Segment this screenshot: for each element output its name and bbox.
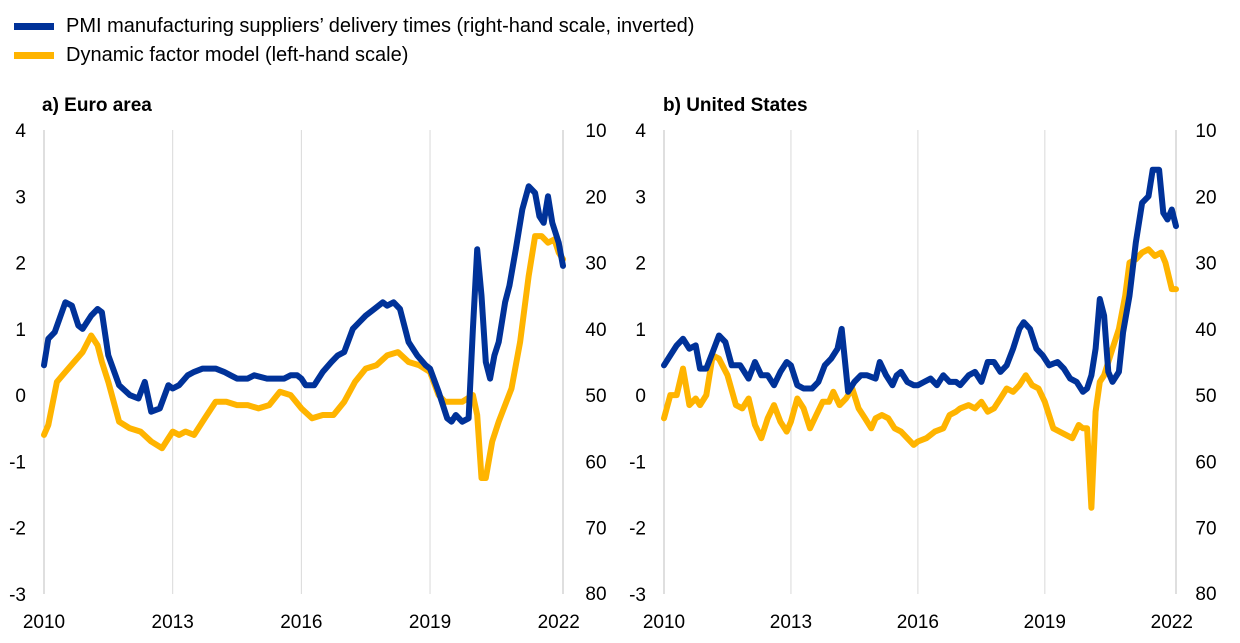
x-tick-label: 2016 xyxy=(280,612,322,633)
chart-title: b) United States xyxy=(663,95,808,116)
y-right-tick-label: 20 xyxy=(585,187,606,208)
x-tick-label: 2010 xyxy=(23,612,65,633)
y-left-tick-label: -3 xyxy=(9,585,26,606)
y-right-tick-label: 20 xyxy=(1195,187,1216,208)
y-left-tick-label: 4 xyxy=(15,121,26,142)
y-right-tick-label: 60 xyxy=(1195,452,1216,473)
x-tick-label: 2019 xyxy=(1024,612,1066,633)
x-tick-label: 2019 xyxy=(409,612,451,633)
y-right-tick-label: 10 xyxy=(1195,121,1216,142)
x-tick-label: 2013 xyxy=(152,612,194,633)
y-left-tick-label: -3 xyxy=(629,585,646,606)
series-line-pmi-delivery-times xyxy=(661,166,1179,395)
y-left-tick-label: 1 xyxy=(15,320,26,341)
y-left-tick-label: 3 xyxy=(635,187,646,208)
series-line-dynamic-factor-model xyxy=(41,233,566,481)
y-right-tick-label: 40 xyxy=(1195,320,1216,341)
y-right-tick-label: 30 xyxy=(1195,254,1216,275)
x-tick-label: 2013 xyxy=(770,612,812,633)
x-tick-label: 2022 xyxy=(538,612,580,633)
y-left-tick-label: 4 xyxy=(635,121,646,142)
legend: PMI manufacturing suppliers’ delivery ti… xyxy=(14,12,694,70)
y-right-tick-label: 40 xyxy=(585,320,606,341)
y-left-tick-label: -1 xyxy=(9,452,26,473)
y-left-tick-label: 2 xyxy=(15,254,26,275)
legend-item-dfm: Dynamic factor model (left-hand scale) xyxy=(14,41,694,70)
y-right-tick-label: 60 xyxy=(585,452,606,473)
x-tick-label: 2016 xyxy=(897,612,939,633)
chart-title: a) Euro area xyxy=(42,95,152,116)
y-right-tick-label: 30 xyxy=(585,254,606,275)
y-right-tick-label: 10 xyxy=(585,121,606,142)
x-tick-label: 2022 xyxy=(1151,612,1193,633)
legend-swatch-dfm xyxy=(14,52,54,59)
legend-label-pmi: PMI manufacturing suppliers’ delivery ti… xyxy=(66,15,695,37)
y-left-tick-label: 2 xyxy=(635,254,646,275)
legend-label-dfm: Dynamic factor model (left-hand scale) xyxy=(66,44,409,66)
y-right-tick-label: 80 xyxy=(1195,584,1216,605)
y-left-tick-label: -2 xyxy=(9,519,26,540)
x-tick-label: 2010 xyxy=(643,612,685,633)
y-right-tick-label: 50 xyxy=(1195,386,1216,407)
series-line-pmi-delivery-times xyxy=(41,183,566,425)
y-left-tick-label: 1 xyxy=(635,320,646,341)
y-right-tick-label: 80 xyxy=(585,584,606,605)
y-left-tick-label: 0 xyxy=(635,386,646,407)
y-left-tick-label: 3 xyxy=(15,187,26,208)
y-right-tick-label: 70 xyxy=(1195,519,1216,540)
y-left-tick-label: -1 xyxy=(629,452,646,473)
y-left-tick-label: -2 xyxy=(629,519,646,540)
legend-item-pmi: PMI manufacturing suppliers’ delivery ti… xyxy=(14,12,694,41)
legend-swatch-pmi xyxy=(14,23,54,30)
y-right-tick-label: 50 xyxy=(585,386,606,407)
y-left-tick-label: 0 xyxy=(15,386,26,407)
y-right-tick-label: 70 xyxy=(585,519,606,540)
series-line-dynamic-factor-model xyxy=(661,246,1179,511)
